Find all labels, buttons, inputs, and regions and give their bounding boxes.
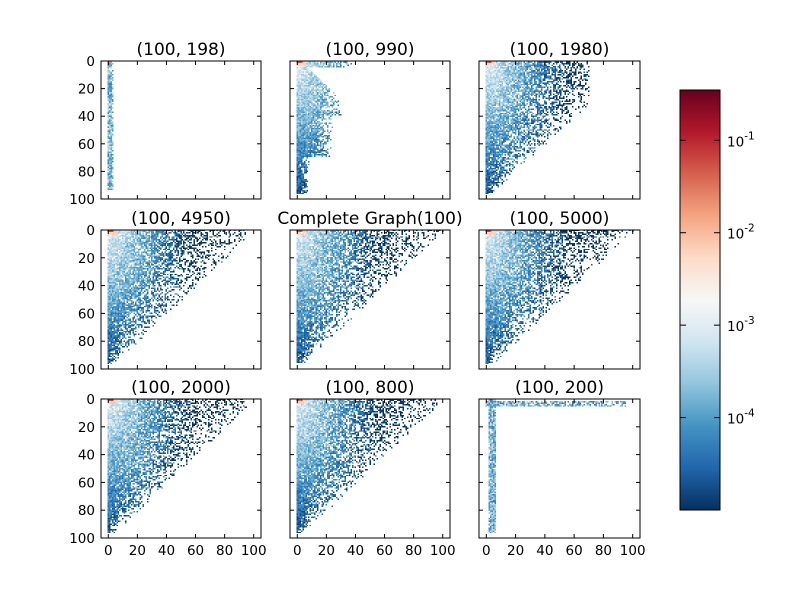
- y-tick-label: 0: [86, 392, 95, 408]
- panel-title: (100, 1980): [510, 40, 610, 60]
- x-tick-label: 0: [293, 543, 302, 559]
- panel-title: (100, 2000): [131, 378, 231, 398]
- panel-8: (100, 800) 0 20 40 60 80 100: [289, 378, 456, 559]
- colorbar-tick-label: 10-3: [727, 315, 755, 335]
- heatmap-cells: [107, 229, 246, 365]
- y-tick-label: 20: [78, 82, 95, 98]
- y-tick-label: 20: [78, 251, 95, 267]
- x-tick-label: 80: [405, 543, 422, 559]
- panel-title: Complete Graph(100): [277, 209, 462, 229]
- x-tick-label: 0: [482, 543, 491, 559]
- ticks: 0 20 40 60 80 100: [290, 398, 456, 559]
- x-tick-label: 80: [595, 543, 612, 559]
- ticks: [290, 60, 450, 200]
- y-tick-label: 80: [78, 164, 95, 180]
- panel-title: (100, 990): [326, 40, 415, 60]
- heatmap-cells: [296, 229, 444, 363]
- y-tick-label: 20: [78, 420, 95, 436]
- panel-2: (100, 990): [289, 40, 451, 200]
- axes-frame: [289, 229, 451, 370]
- y-tick-label: 80: [78, 503, 95, 519]
- colorbar: 10-1 10-2 10-3 10-4: [679, 89, 755, 511]
- heatmap-cells: [107, 398, 248, 534]
- ticks: 0 20 40 60 80 100: [69, 54, 261, 208]
- ticks: 0 20 40 60 80 100 0 20 40 60 80 100: [69, 392, 266, 559]
- x-tick-label: 40: [158, 543, 175, 559]
- panel-6: (100, 5000): [478, 209, 641, 370]
- x-tick-label: 20: [507, 543, 524, 559]
- x-tick-label: 100: [620, 543, 646, 559]
- heatmap-cells: [485, 229, 634, 365]
- x-tick-label: 60: [376, 543, 393, 559]
- heatmap-cells: [485, 60, 590, 195]
- y-tick-label: 60: [78, 306, 95, 322]
- colorbar-tick-label: 10-2: [727, 223, 755, 243]
- panel-5: Complete Graph(100): [277, 209, 463, 370]
- heatmap-cells: [296, 398, 438, 534]
- x-tick-label: 20: [318, 543, 335, 559]
- heatmap-cells: [296, 60, 355, 195]
- panel-9: (100, 200) 0 20 40 60 80 100: [478, 378, 646, 559]
- heatmap-cells: [485, 398, 627, 534]
- panel-title: (100, 198): [137, 40, 226, 60]
- colorbar-frame: [679, 89, 721, 511]
- axes-frame: [100, 229, 262, 370]
- axes-frame: [478, 60, 641, 200]
- colorbar-tick-label: 10-1: [727, 130, 755, 150]
- colorbar-gradient: [680, 90, 720, 510]
- y-tick-label: 80: [78, 334, 95, 350]
- axes-frame: [289, 60, 451, 200]
- y-tick-label: 0: [86, 54, 95, 70]
- x-tick-label: 40: [347, 543, 364, 559]
- ticks: [290, 229, 450, 370]
- y-tick-label: 60: [78, 475, 95, 491]
- heatmap-cells: [107, 60, 114, 191]
- y-tick-label: 60: [78, 137, 95, 153]
- axes-frame: [100, 60, 262, 200]
- axes-frame: [289, 398, 451, 539]
- y-tick-label: 40: [78, 448, 95, 464]
- ticks: 0 20 40 60 80 100: [69, 223, 261, 378]
- panel-grid: (100, 198) 0 20 40 60 80 100 (100, 990) (100, 19…: [69, 40, 645, 559]
- panel-4: (100, 4950) 0 20 40 60 80 100: [69, 209, 262, 378]
- x-tick-label: 60: [566, 543, 583, 559]
- y-tick-label: 0: [86, 223, 95, 239]
- ticks: 0 20 40 60 80 100: [479, 398, 646, 559]
- ticks: [479, 229, 640, 370]
- x-tick-label: 40: [536, 543, 553, 559]
- panel-1: (100, 198) 0 20 40 60 80 100: [69, 40, 262, 208]
- y-tick-label: 100: [69, 192, 95, 208]
- panel-3: (100, 1980): [478, 40, 641, 200]
- x-tick-label: 20: [129, 543, 146, 559]
- y-tick-label: 40: [78, 279, 95, 295]
- x-tick-label: 0: [104, 543, 113, 559]
- x-tick-label: 80: [216, 543, 233, 559]
- x-tick-label: 60: [187, 543, 204, 559]
- y-tick-label: 100: [69, 362, 95, 378]
- y-tick-label: 40: [78, 109, 95, 125]
- colorbar-tick-label: 10-4: [727, 408, 755, 428]
- axes-frame: [478, 229, 641, 370]
- ticks: [479, 60, 640, 200]
- x-tick-label: 100: [241, 543, 267, 559]
- y-tick-label: 100: [69, 531, 95, 547]
- panel-title: (100, 5000): [510, 209, 610, 229]
- x-tick-label: 100: [430, 543, 456, 559]
- panel-title: (100, 4950): [131, 209, 231, 229]
- panel-7: (100, 2000) 0 20 40 60 80 100 0 20 40 60 80 100: [69, 378, 266, 559]
- axes-frame: [478, 398, 641, 539]
- panel-title: (100, 200): [515, 378, 604, 398]
- axes-frame: [100, 398, 262, 539]
- panel-title: (100, 800): [326, 378, 415, 398]
